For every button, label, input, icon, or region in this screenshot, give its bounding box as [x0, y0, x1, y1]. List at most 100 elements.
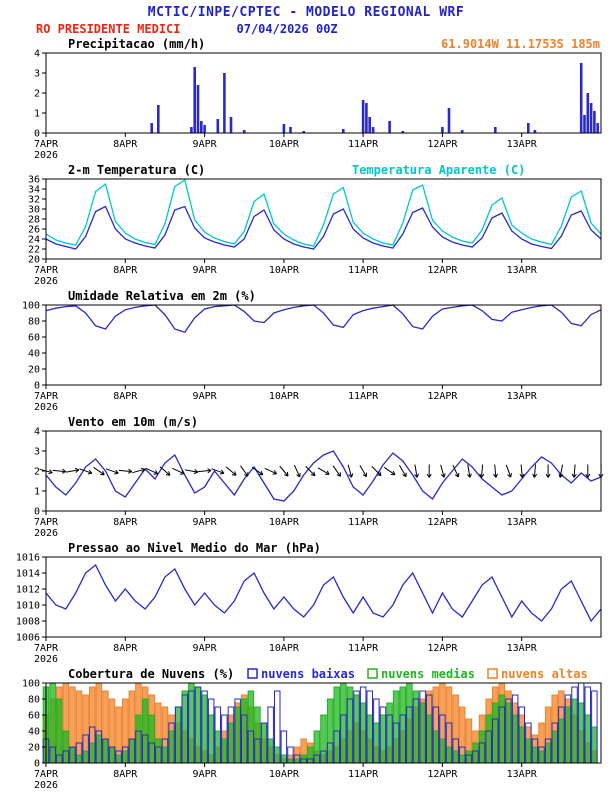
svg-text:13APR: 13APR [507, 643, 538, 654]
svg-text:1012: 1012 [16, 585, 40, 596]
svg-text:3: 3 [34, 69, 40, 80]
svg-text:8APR: 8APR [113, 769, 138, 780]
panel-title-pressure: Pressao ao Nivel Medio do Mar (hPa) [68, 541, 321, 555]
legend-high-clouds-label: nuvens altas [501, 667, 588, 681]
svg-text:12APR: 12APR [427, 391, 458, 402]
svg-text:1: 1 [34, 487, 40, 498]
svg-text:1016: 1016 [16, 553, 40, 564]
legend-low-clouds-label: nuvens baixas [261, 667, 355, 681]
svg-text:7APR: 7APR [34, 391, 59, 402]
svg-text:9APR: 9APR [193, 517, 218, 528]
svg-text:13APR: 13APR [507, 391, 538, 402]
svg-text:7APR: 7APR [34, 643, 59, 654]
svg-text:2026: 2026 [34, 402, 58, 413]
svg-text:60: 60 [28, 333, 40, 344]
svg-text:10APR: 10APR [269, 643, 300, 654]
svg-text:8APR: 8APR [113, 643, 138, 654]
svg-text:11APR: 11APR [348, 517, 379, 528]
svg-text:13APR: 13APR [507, 517, 538, 528]
svg-text:12APR: 12APR [427, 139, 458, 150]
svg-text:11APR: 11APR [348, 643, 379, 654]
svg-text:8APR: 8APR [113, 391, 138, 402]
svg-text:7APR: 7APR [34, 517, 59, 528]
panel-title-humidity: Umidade Relativa em 2m (%) [68, 289, 256, 303]
svg-text:1006: 1006 [16, 633, 40, 644]
svg-text:11APR: 11APR [348, 265, 379, 276]
svg-text:7APR: 7APR [34, 139, 59, 150]
svg-text:2: 2 [34, 467, 40, 478]
svg-text:60: 60 [28, 711, 40, 722]
svg-text:8APR: 8APR [113, 265, 138, 276]
svg-text:9APR: 9APR [193, 643, 218, 654]
svg-text:10APR: 10APR [269, 265, 300, 276]
apparent-temp-label: Temperatura Aparente (C) [352, 163, 525, 177]
svg-text:8APR: 8APR [113, 517, 138, 528]
svg-text:11APR: 11APR [348, 769, 379, 780]
page-title: MCTIC/INPE/CPTEC - MODELO REGIONAL WRF [148, 5, 464, 20]
svg-text:4: 4 [34, 427, 40, 438]
legend-mid-clouds-swatch-icon [368, 669, 377, 678]
svg-text:1010: 1010 [16, 601, 40, 612]
run-datetime: 07/04/2026 00Z [237, 22, 338, 36]
svg-text:2026: 2026 [34, 528, 58, 539]
svg-text:9APR: 9APR [193, 391, 218, 402]
panel-title-temperature: 2-m Temperatura (C) [68, 163, 205, 177]
svg-text:40: 40 [28, 727, 40, 738]
panel-title-wind: Vento em 10m (m/s) [68, 415, 198, 429]
svg-text:0: 0 [34, 129, 40, 140]
svg-text:1014: 1014 [16, 569, 40, 580]
svg-text:9APR: 9APR [193, 265, 218, 276]
svg-text:4: 4 [34, 49, 40, 60]
station-name: RO PRESIDENTE MEDICI [36, 22, 181, 36]
svg-text:12APR: 12APR [427, 643, 458, 654]
svg-text:9APR: 9APR [193, 769, 218, 780]
svg-text:100: 100 [22, 301, 40, 312]
svg-text:30: 30 [28, 205, 40, 216]
svg-text:13APR: 13APR [507, 139, 538, 150]
svg-text:20: 20 [28, 255, 40, 266]
svg-text:7APR: 7APR [34, 265, 59, 276]
svg-text:2026: 2026 [34, 780, 58, 791]
svg-text:40: 40 [28, 349, 40, 360]
legend-low-clouds-swatch-icon [248, 669, 257, 678]
svg-text:20: 20 [28, 743, 40, 754]
panel-title-cloud-cover: Cobertura de Nuvens (%) [68, 667, 234, 681]
svg-text:24: 24 [28, 235, 40, 246]
svg-text:2: 2 [34, 89, 40, 100]
svg-text:28: 28 [28, 215, 40, 226]
svg-text:100: 100 [22, 679, 40, 690]
legend-mid-clouds-label: nuvens medias [381, 667, 475, 681]
svg-text:10APR: 10APR [269, 769, 300, 780]
svg-text:13APR: 13APR [507, 265, 538, 276]
svg-text:0: 0 [34, 381, 40, 392]
svg-text:2026: 2026 [34, 654, 58, 665]
svg-text:20: 20 [28, 365, 40, 376]
svg-text:80: 80 [28, 317, 40, 328]
svg-text:12APR: 12APR [427, 265, 458, 276]
svg-text:11APR: 11APR [348, 139, 379, 150]
svg-text:13APR: 13APR [507, 769, 538, 780]
svg-text:1: 1 [34, 109, 40, 120]
header: MCTIC/INPE/CPTEC - MODELO REGIONAL WRF R… [0, 0, 612, 36]
svg-text:12APR: 12APR [427, 769, 458, 780]
svg-text:0: 0 [34, 507, 40, 518]
svg-text:10APR: 10APR [269, 517, 300, 528]
svg-text:36: 36 [28, 175, 40, 186]
svg-text:8APR: 8APR [113, 139, 138, 150]
svg-text:2026: 2026 [34, 150, 58, 161]
legend-high-clouds-swatch-icon [488, 669, 497, 678]
svg-text:11APR: 11APR [348, 391, 379, 402]
station-location: 61.9014W 11.1753S 185m [441, 37, 600, 51]
svg-text:9APR: 9APR [193, 139, 218, 150]
svg-text:10APR: 10APR [269, 139, 300, 150]
